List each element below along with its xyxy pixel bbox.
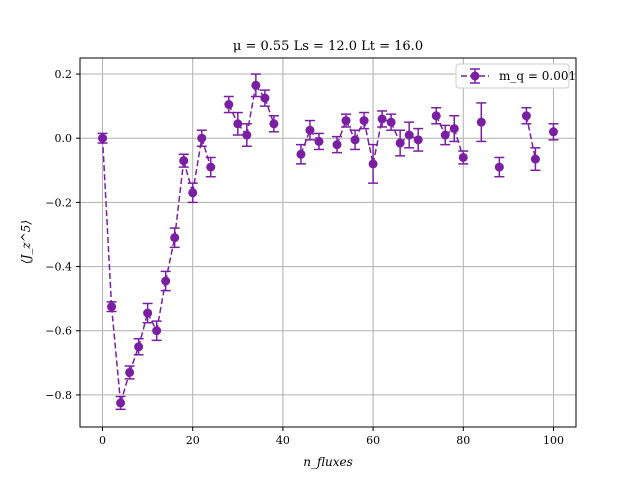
- y-tick-label: 0.0: [55, 132, 73, 145]
- series-line-segment: [137, 312, 149, 347]
- data-point: [341, 116, 351, 126]
- legend-box: [455, 63, 570, 89]
- plot-series: [97, 73, 559, 411]
- series-line-segment: [182, 160, 194, 193]
- data-point: [314, 136, 324, 146]
- data-point: [152, 326, 162, 336]
- data-point: [350, 135, 360, 145]
- data-point: [98, 133, 108, 143]
- plot-frame: [79, 57, 577, 428]
- x-tick-label: 0: [99, 434, 106, 447]
- data-point: [395, 138, 405, 148]
- series-line-segment: [173, 160, 185, 238]
- data-point: [404, 130, 414, 140]
- legend-point: [470, 71, 480, 81]
- series-line-segment: [201, 137, 212, 168]
- series-line-segment: [453, 128, 464, 158]
- data-point: [125, 367, 135, 377]
- series-line-segment: [101, 138, 113, 307]
- series-line-segment: [128, 346, 140, 373]
- x-tick-label: 80: [456, 434, 470, 447]
- data-point: [242, 130, 252, 140]
- data-point: [548, 127, 558, 137]
- y-tick-label: 0.2: [55, 68, 73, 81]
- data-point: [458, 152, 468, 162]
- x-axis-label: n_fluxes: [303, 455, 353, 469]
- y-axis-label: ⟨J_z^5⟩: [19, 220, 33, 264]
- data-point: [494, 162, 504, 172]
- series-line-segment: [363, 120, 374, 165]
- data-point: [431, 111, 441, 121]
- data-point: [251, 80, 261, 90]
- data-point: [107, 302, 117, 312]
- series-line-segment: [525, 115, 537, 160]
- data-point: [206, 162, 216, 172]
- x-tick-label: 60: [366, 434, 380, 447]
- data-point: [134, 342, 144, 352]
- series-line-segment: [119, 372, 131, 404]
- data-point: [521, 111, 531, 121]
- y-tick-label: −0.4: [45, 261, 72, 274]
- data-point: [413, 135, 423, 145]
- data-point: [476, 117, 486, 127]
- data-point: [368, 159, 378, 169]
- data-point: [188, 188, 198, 198]
- data-point: [377, 114, 387, 124]
- data-point: [233, 119, 243, 129]
- y-axis: −0.8 −0.6 −0.4 −0.2 0.0 0.2: [45, 68, 80, 402]
- data-point: [161, 276, 171, 286]
- data-point: [305, 125, 315, 135]
- data-point: [170, 233, 180, 243]
- data-point: [179, 156, 189, 166]
- data-point: [260, 93, 270, 103]
- data-point: [359, 116, 369, 126]
- series-line-segment: [264, 97, 275, 125]
- y-tick-label: −0.6: [45, 325, 72, 338]
- series-line-segment: [110, 306, 122, 404]
- x-tick-label: 100: [543, 434, 564, 447]
- legend-marker: [461, 68, 489, 84]
- data-point: [143, 308, 153, 318]
- chart-title: μ = 0.55 Ls = 12.0 Lt = 16.0: [233, 39, 423, 54]
- data-point: [269, 119, 279, 129]
- data-point: [440, 130, 450, 140]
- data-point: [386, 117, 396, 127]
- y-tick-label: −0.8: [45, 389, 72, 402]
- y-tick-label: −0.2: [45, 196, 72, 209]
- series-line-segment: [164, 237, 176, 282]
- data-point: [530, 154, 540, 164]
- data-point: [332, 140, 342, 150]
- data-point: [197, 133, 207, 143]
- data-point: [296, 149, 306, 159]
- grid: [80, 58, 576, 427]
- legend-label: m_q = 0.001: [499, 69, 576, 83]
- x-tick-label: 40: [276, 434, 290, 447]
- x-tick-label: 20: [186, 434, 200, 447]
- legend: m_q = 0.001: [455, 63, 576, 89]
- data-point: [449, 124, 459, 134]
- data-point: [224, 100, 234, 110]
- x-axis: 0 20 40 60 80 100: [99, 427, 564, 447]
- data-point: [116, 398, 126, 408]
